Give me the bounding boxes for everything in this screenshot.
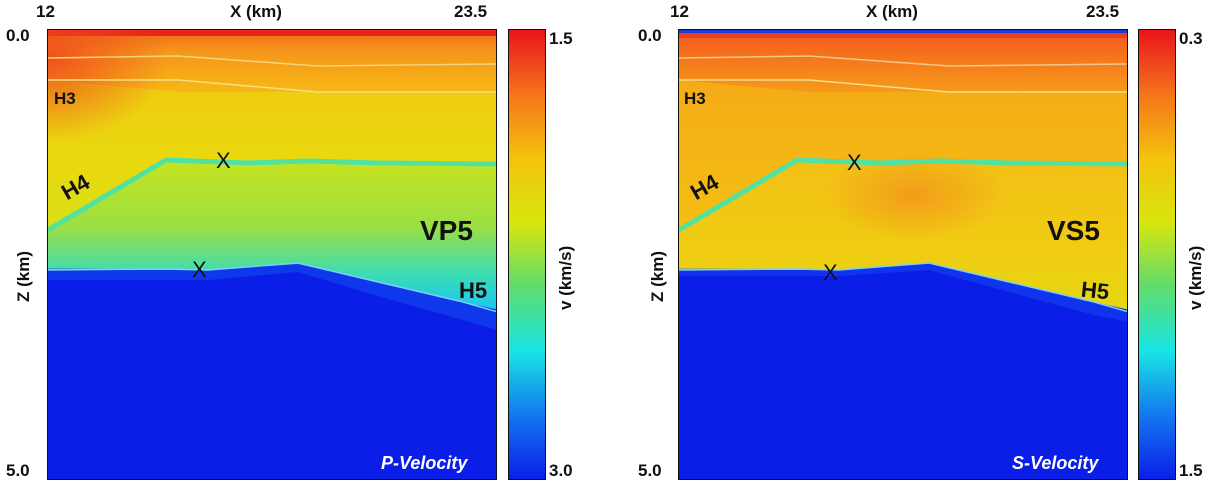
marker-upper-x: X (216, 148, 231, 173)
x-axis-max-label: 23.5 (454, 2, 488, 21)
marker-lower-x: X (192, 257, 207, 282)
colorbar-gradient (1139, 30, 1175, 479)
x-axis-title: X (km) (866, 2, 918, 21)
z-axis-title: Z (km) (14, 251, 33, 302)
horizon-h5-label: H5 (459, 278, 488, 303)
x-axis-min-label: 12 (670, 2, 689, 21)
horizon-h3-label: H3 (54, 89, 76, 108)
z-axis-max-label: 5.0 (638, 461, 662, 480)
model-label: VP5 (420, 215, 473, 246)
s-velocity-panel: 12 X (km) 23.5 0.0 5.0 Z (km) (630, 0, 1223, 485)
colorbar-bottom-label: 3.0 (549, 461, 573, 480)
marker-upper-x: X (847, 150, 862, 175)
x-axis-min-label: 12 (36, 2, 55, 21)
z-axis-max-label: 5.0 (6, 461, 30, 480)
colorbar-title: v (km/s) (556, 245, 575, 310)
z-axis-title: Z (km) (648, 251, 667, 302)
p-velocity-panel: 12 X (km) 23.5 0.0 5.0 Z (km) (0, 0, 600, 485)
velocity-model-image (48, 30, 496, 479)
panel-caption: S-Velocity (1012, 453, 1099, 473)
colorbar-gradient (509, 30, 545, 479)
colorbar-bottom-label: 1.5 (1179, 461, 1203, 480)
velocity-model-plot: H3 H4 H5 VS5 X X S-Velocity (678, 29, 1128, 480)
x-axis-title: X (km) (230, 2, 282, 21)
colorbar-top-label: 0.3 (1179, 29, 1203, 48)
velocity-model-image (679, 30, 1127, 479)
horizon-h5-label: H5 (1079, 276, 1111, 305)
z-axis-min-label: 0.0 (638, 26, 662, 45)
z-axis-min-label: 0.0 (6, 26, 30, 45)
colorbar (508, 29, 546, 480)
colorbar (1138, 29, 1176, 480)
x-axis-max-label: 23.5 (1086, 2, 1120, 21)
colorbar-title: v (km/s) (1186, 245, 1205, 310)
model-label: VS5 (1047, 215, 1100, 246)
velocity-model-plot: H3 H4 H5 VP5 X X P-Velocity (47, 29, 497, 480)
horizon-h3-label: H3 (684, 89, 706, 108)
marker-lower-x: X (823, 260, 838, 285)
panel-caption: P-Velocity (381, 453, 468, 473)
colorbar-top-label: 1.5 (549, 29, 573, 48)
